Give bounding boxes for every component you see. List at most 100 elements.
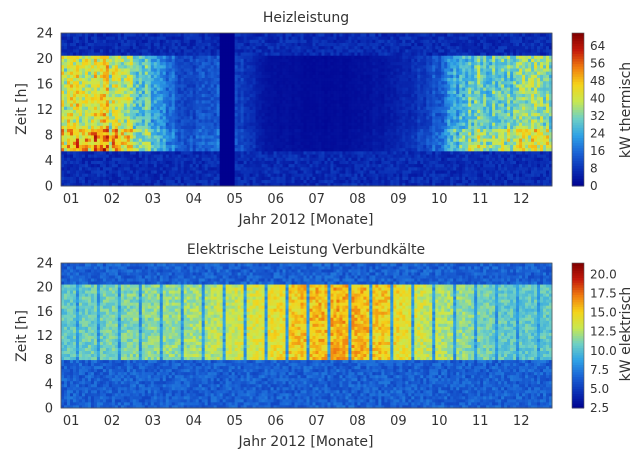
heatmap-cell: [111, 122, 116, 126]
heatmap-cell: [255, 77, 259, 82]
heatmap-cell: [354, 71, 358, 75]
heatmap-cell: [78, 179, 83, 184]
heatmap-cell: [357, 170, 361, 174]
heatmap-cell: [174, 141, 179, 145]
heatmap-cell: [81, 96, 86, 101]
heatmap-cell: [111, 147, 116, 152]
heatmap-cell: [201, 45, 206, 50]
heatmap-cell: [171, 99, 176, 104]
heatmap-cell: [61, 77, 65, 82]
heatmap-cell: [234, 170, 239, 174]
heatmap-cell: [66, 33, 71, 37]
heatmap-cell: [330, 48, 334, 53]
heatmap-cell: [162, 58, 167, 63]
heatmap-cell: [228, 52, 233, 56]
heatmap-cell: [288, 103, 292, 107]
heatmap-cell: [165, 99, 170, 104]
heatmap-cell: [123, 33, 128, 37]
heatmap-cell: [120, 135, 125, 139]
heatmap-cell: [66, 163, 71, 168]
heatmap-cell: [207, 74, 212, 79]
heatmap-cell: [288, 93, 292, 98]
heatmap-cell: [198, 128, 203, 133]
heatmap-cell: [114, 61, 119, 66]
heatmap-cell: [186, 71, 191, 75]
heatmap-cell: [84, 173, 89, 177]
heatmap-cell: [165, 144, 170, 149]
heatmap-cell: [135, 90, 140, 94]
heatmap-cell: [348, 176, 352, 181]
heatmap-cell: [138, 115, 143, 120]
heatmap-cell: [294, 90, 298, 94]
heatmap-cell: [246, 173, 251, 177]
heatmap-cell: [78, 80, 83, 85]
heatmap-cell: [156, 176, 161, 181]
heatmap-cell: [75, 109, 80, 114]
heatmap-cell: [228, 71, 233, 75]
heatmap-cell: [69, 182, 74, 187]
heatmap-cell: [300, 99, 304, 104]
heatmap-cell: [240, 77, 245, 82]
heatmap-cell: [306, 106, 310, 110]
heatmap-cell: [285, 90, 289, 94]
heatmap-cell: [363, 84, 367, 88]
heatmap-cells: [61, 33, 553, 187]
heatmap-cell: [339, 99, 343, 104]
heatmap-cell: [90, 42, 95, 47]
heatmap-cell: [99, 96, 104, 101]
heatmap-cell: [258, 45, 262, 50]
heatmap-cell: [243, 93, 248, 98]
heatmap-cell: [279, 128, 283, 133]
heatmap-cell: [336, 90, 340, 94]
heatmap-cell: [321, 58, 325, 63]
heatmap-cell: [111, 74, 116, 79]
heatmap-cell: [333, 80, 337, 85]
heatmap-cell: [303, 103, 307, 107]
heatmap-cell: [243, 80, 248, 85]
heatmap-cell: [189, 68, 194, 72]
heatmap-cell: [324, 138, 328, 142]
heatmap-cell: [252, 68, 256, 72]
heatmap-cell: [132, 147, 137, 152]
heatmap-cell: [219, 36, 224, 40]
heatmap-cell: [123, 182, 128, 187]
heatmap-cell: [114, 173, 119, 177]
heatmap-cell: [276, 36, 280, 40]
heatmap-cell: [210, 157, 215, 161]
heatmap-cell: [366, 122, 370, 126]
heatmap-cell: [216, 64, 221, 69]
heatmap-cell: [105, 131, 110, 136]
heatmap-cell: [69, 119, 74, 123]
heatmap-cell: [255, 68, 259, 72]
heatmap-cell: [354, 96, 358, 101]
heatmap-cell: [327, 173, 331, 177]
heatmap-cell: [321, 138, 325, 142]
heatmap-cell: [243, 176, 248, 181]
heatmap-cell: [210, 93, 215, 98]
heatmap-cell: [210, 115, 215, 120]
heatmap-cell: [270, 128, 274, 133]
heatmap-cell: [75, 45, 80, 50]
heatmap-cell: [150, 42, 155, 47]
heatmap-cell: [156, 179, 161, 184]
heatmap-cell: [207, 87, 212, 91]
heatmap-cell: [288, 55, 292, 59]
heatmap-cell: [225, 77, 230, 82]
heatmap-cell: [126, 122, 131, 126]
heatmap-cell: [369, 39, 373, 43]
heatmap-cell: [81, 48, 86, 53]
heatmap-cell: [165, 106, 170, 110]
heatmap-cell: [63, 128, 68, 133]
heatmap-cell: [72, 55, 77, 59]
heatmap-cell: [114, 84, 119, 88]
heatmap-cell: [90, 74, 95, 79]
heatmap-cell: [246, 176, 251, 181]
heatmap-cell: [369, 163, 373, 168]
heatmap-cell: [144, 182, 149, 187]
heatmap-cell: [225, 154, 230, 158]
heatmap-cell: [108, 154, 113, 158]
heatmap-cell: [120, 33, 125, 37]
heatmap-cell: [222, 163, 227, 168]
heatmap-cell: [117, 125, 122, 130]
heatmap-cell: [123, 77, 128, 82]
